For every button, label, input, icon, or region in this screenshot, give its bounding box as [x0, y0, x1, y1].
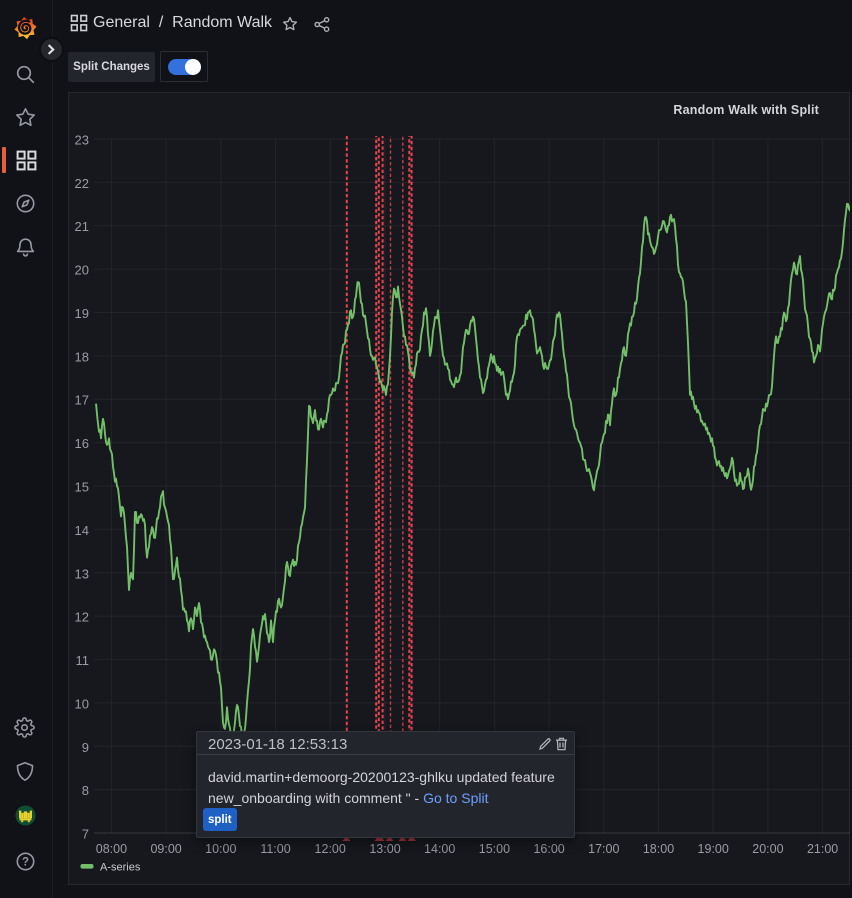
svg-text:21:00: 21:00 — [807, 842, 838, 856]
svg-text:08:00: 08:00 — [96, 842, 127, 856]
svg-text:9: 9 — [82, 740, 89, 755]
svg-text:10:00: 10:00 — [205, 842, 236, 856]
svg-text:21: 21 — [75, 219, 89, 234]
svg-text:8: 8 — [82, 783, 89, 798]
svg-text:17: 17 — [75, 393, 89, 408]
svg-text:15:00: 15:00 — [479, 842, 510, 856]
svg-text:?: ? — [22, 857, 29, 869]
svg-text:14:00: 14:00 — [424, 842, 455, 856]
svg-text:15: 15 — [75, 480, 89, 495]
svg-text:13: 13 — [75, 566, 89, 581]
svg-text:20: 20 — [75, 263, 89, 278]
svg-text:23: 23 — [75, 133, 89, 148]
svg-text:18:00: 18:00 — [643, 842, 674, 856]
svg-text:19:00: 19:00 — [698, 842, 729, 856]
svg-text:22: 22 — [75, 176, 89, 191]
svg-text:16: 16 — [75, 436, 89, 451]
svg-text:17:00: 17:00 — [588, 842, 619, 856]
svg-text:19: 19 — [75, 306, 89, 321]
svg-text:12: 12 — [75, 610, 89, 625]
svg-text:7: 7 — [82, 827, 89, 842]
svg-text:11: 11 — [76, 653, 90, 668]
svg-text:11:00: 11:00 — [260, 842, 290, 856]
svg-text:09:00: 09:00 — [150, 842, 181, 856]
svg-text:16:00: 16:00 — [533, 842, 564, 856]
svg-text:10: 10 — [75, 696, 89, 711]
svg-text:18: 18 — [75, 349, 89, 364]
svg-text:A-series: A-series — [100, 862, 141, 874]
svg-text:14: 14 — [75, 523, 89, 538]
svg-text:20:00: 20:00 — [752, 842, 783, 856]
svg-text:13:00: 13:00 — [369, 842, 400, 856]
svg-text:12:00: 12:00 — [315, 842, 346, 856]
